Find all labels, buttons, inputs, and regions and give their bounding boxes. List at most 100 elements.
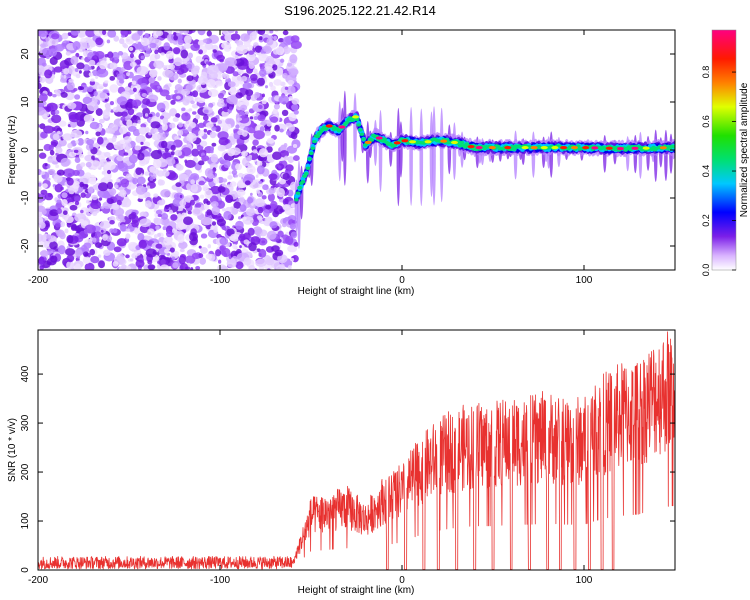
heatmap-peak-cell bbox=[631, 146, 639, 150]
heatmap-noise-cell bbox=[231, 74, 242, 83]
heatmap-noise-cell bbox=[138, 126, 147, 135]
heatmap-noise-cell bbox=[153, 217, 162, 225]
heatmap-noise-cell bbox=[121, 264, 127, 270]
heatmap-noise-cell bbox=[191, 252, 200, 260]
heatmap-noise-cell bbox=[225, 118, 232, 125]
heatmap-noise-cell bbox=[57, 245, 66, 255]
colorbar-tick-label: 0.2 bbox=[701, 214, 711, 227]
heatmap-peak-cell bbox=[467, 145, 475, 149]
heatmap-noise-cell bbox=[163, 168, 167, 172]
heatmap-noise-cell bbox=[85, 208, 91, 213]
heatmap-noise-cell bbox=[58, 139, 67, 147]
heatmap-noise-cell bbox=[116, 96, 128, 106]
heatmap-noise-cell bbox=[272, 48, 280, 55]
heatmap-noise-cell bbox=[190, 121, 196, 129]
heatmap-band-cell bbox=[303, 172, 309, 176]
heatmap-noise-cell bbox=[64, 248, 76, 256]
heatmap-noise-cell bbox=[161, 170, 170, 177]
heatmap-noise-cell bbox=[56, 169, 65, 176]
heatmap-noise-cell bbox=[284, 235, 294, 245]
heatmap-noise-cell bbox=[75, 249, 83, 257]
heatmap-noise-cell bbox=[272, 108, 279, 114]
heatmap-noise-cell bbox=[52, 133, 60, 141]
heatmap-noise-cell bbox=[38, 30, 48, 38]
heatmap-peak-cell bbox=[409, 140, 417, 144]
heatmap-noise-cell bbox=[218, 63, 228, 73]
heatmap-noise-cell bbox=[119, 218, 126, 223]
heatmap-peak-cell bbox=[605, 146, 613, 150]
x-tick-label: -200 bbox=[28, 575, 48, 586]
heatmap-noise-cell bbox=[182, 30, 190, 34]
heatmap-noise-cell bbox=[206, 30, 212, 37]
heatmap-noise-cell bbox=[70, 129, 83, 139]
heatmap-peak-cell bbox=[364, 140, 372, 144]
heatmap-noise-cell bbox=[227, 30, 235, 34]
heatmap-noise-cell bbox=[238, 216, 242, 220]
heatmap-noise-cell bbox=[63, 67, 70, 75]
heatmap-noise-cell bbox=[104, 80, 109, 84]
y-tick-label: -20 bbox=[20, 238, 31, 253]
heatmap-noise-cell bbox=[68, 114, 80, 123]
heatmap-noise-cell bbox=[116, 238, 127, 247]
x-tick-label: 0 bbox=[399, 575, 405, 586]
heatmap-noise-cell bbox=[258, 180, 263, 184]
heatmap-noise-cell bbox=[230, 33, 241, 41]
heatmap-noise-cell bbox=[230, 207, 239, 215]
heatmap-noise-cell bbox=[95, 75, 99, 79]
heatmap-noise-cell bbox=[269, 221, 278, 229]
heatmap-noise-cell bbox=[80, 192, 86, 198]
heatmap-noise-cell bbox=[104, 191, 110, 198]
heatmap-noise-cell bbox=[78, 230, 88, 239]
heatmap-noise-cell bbox=[285, 130, 292, 136]
heatmap-noise-cell bbox=[263, 46, 270, 53]
heatmap-noise-cell bbox=[232, 71, 239, 77]
heatmap-noise-cell bbox=[153, 193, 159, 198]
snr-series-line bbox=[38, 331, 675, 570]
heatmap-noise-cell bbox=[160, 189, 171, 198]
heatmap-noise-cell bbox=[82, 251, 89, 257]
heatmap-noise-cell bbox=[47, 158, 54, 163]
heatmap-noise-cell bbox=[149, 42, 157, 49]
heatmap-noise-cell bbox=[179, 199, 187, 207]
heatmap-noise-cell bbox=[266, 146, 273, 153]
heatmap-noise-cell bbox=[193, 65, 200, 72]
heatmap-noise-cell bbox=[190, 267, 194, 270]
heatmap-noise-cell bbox=[248, 45, 253, 51]
heatmap-noise-cell bbox=[271, 64, 278, 71]
heatmap-noise-cell bbox=[201, 155, 210, 162]
heatmap-noise-cell bbox=[179, 248, 185, 253]
heatmap-noise-cell bbox=[168, 83, 172, 88]
heatmap-noise-cell bbox=[144, 171, 150, 176]
heatmap-noise-cell bbox=[93, 91, 98, 97]
heatmap-noise-cell bbox=[134, 145, 142, 151]
heatmap-noise-cell bbox=[202, 114, 209, 121]
heatmap-noise-cell bbox=[168, 209, 174, 215]
heatmap-band-cell bbox=[344, 120, 350, 125]
heatmap-noise-cell bbox=[278, 178, 286, 185]
heatmap-noise-cell bbox=[288, 95, 293, 100]
heatmap-noise-cell bbox=[56, 208, 62, 215]
heatmap-noise-cell bbox=[131, 248, 135, 252]
heatmap-noise-cell bbox=[157, 85, 160, 89]
heatmap-noise-cell bbox=[45, 55, 50, 59]
heatmap-noise-cell bbox=[261, 195, 267, 200]
heatmap-noise-cell bbox=[258, 148, 269, 158]
heatmap-noise-cell bbox=[215, 200, 226, 209]
heatmap-x-ticks: -200 -100 0 100 bbox=[28, 30, 593, 286]
heatmap-noise-cell bbox=[46, 177, 51, 181]
heatmap-peak-cell bbox=[551, 146, 559, 150]
heatmap-band-cell bbox=[359, 132, 365, 137]
heatmap-noise-cell bbox=[200, 217, 213, 226]
heatmap-noise-cell bbox=[101, 171, 106, 175]
heatmap-noise-cell bbox=[206, 209, 212, 216]
heatmap-noise-cell bbox=[286, 62, 293, 67]
heatmap-noise-cell bbox=[207, 173, 214, 179]
heatmap-noise-cell bbox=[68, 78, 74, 83]
heatmap-noise-cell bbox=[44, 69, 53, 79]
heatmap-noise-cell bbox=[61, 199, 68, 207]
heatmap-noise-cell bbox=[234, 174, 238, 178]
heatmap-noise-cell bbox=[199, 194, 205, 199]
heatmap-noise-cell bbox=[78, 70, 82, 74]
heatmap-noise-cell bbox=[291, 103, 299, 111]
heatmap-noise-cell bbox=[38, 233, 44, 243]
